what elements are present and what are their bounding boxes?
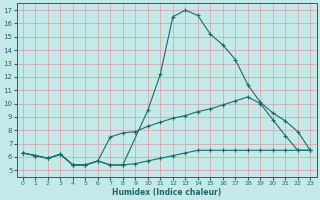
X-axis label: Humidex (Indice chaleur): Humidex (Indice chaleur) <box>112 188 221 197</box>
